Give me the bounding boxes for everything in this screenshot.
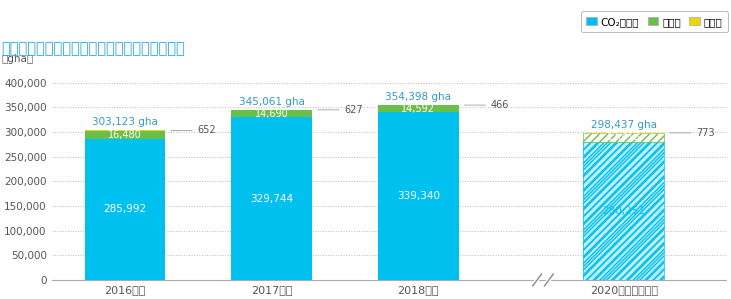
Text: 国内グループのエコロジカル・フットプリント: 国内グループのエコロジカル・フットプリント bbox=[1, 41, 185, 56]
Bar bbox=[85, 131, 165, 139]
Text: 14,592: 14,592 bbox=[401, 104, 436, 114]
Text: 329,744: 329,744 bbox=[250, 193, 293, 204]
Bar bbox=[583, 142, 664, 280]
Bar bbox=[231, 117, 312, 280]
Text: 17,413: 17,413 bbox=[607, 132, 640, 142]
Text: （gha）: （gha） bbox=[1, 54, 33, 64]
Bar bbox=[583, 142, 664, 280]
Bar bbox=[378, 112, 458, 280]
Legend: CO₂吸収地, 森林地, その他: CO₂吸収地, 森林地, その他 bbox=[581, 11, 728, 32]
Text: 298,437 gha: 298,437 gha bbox=[591, 120, 656, 130]
Text: 339,340: 339,340 bbox=[397, 191, 440, 201]
Text: 303,123 gha: 303,123 gha bbox=[92, 118, 158, 127]
Bar bbox=[378, 105, 458, 112]
Bar bbox=[85, 139, 165, 280]
Text: 652: 652 bbox=[171, 126, 216, 135]
Text: 280,251: 280,251 bbox=[602, 206, 645, 216]
Bar bbox=[231, 110, 312, 117]
Text: 627: 627 bbox=[318, 105, 363, 115]
Text: 354,398 gha: 354,398 gha bbox=[385, 92, 451, 102]
Text: 466: 466 bbox=[464, 100, 510, 110]
Text: 16,480: 16,480 bbox=[108, 130, 142, 140]
Text: 285,992: 285,992 bbox=[103, 205, 146, 214]
Bar bbox=[85, 130, 165, 131]
Bar bbox=[583, 133, 664, 142]
Text: 773: 773 bbox=[670, 128, 715, 138]
Text: 14,690: 14,690 bbox=[255, 109, 289, 119]
Bar bbox=[583, 142, 664, 280]
Text: 345,061 gha: 345,061 gha bbox=[239, 97, 305, 107]
